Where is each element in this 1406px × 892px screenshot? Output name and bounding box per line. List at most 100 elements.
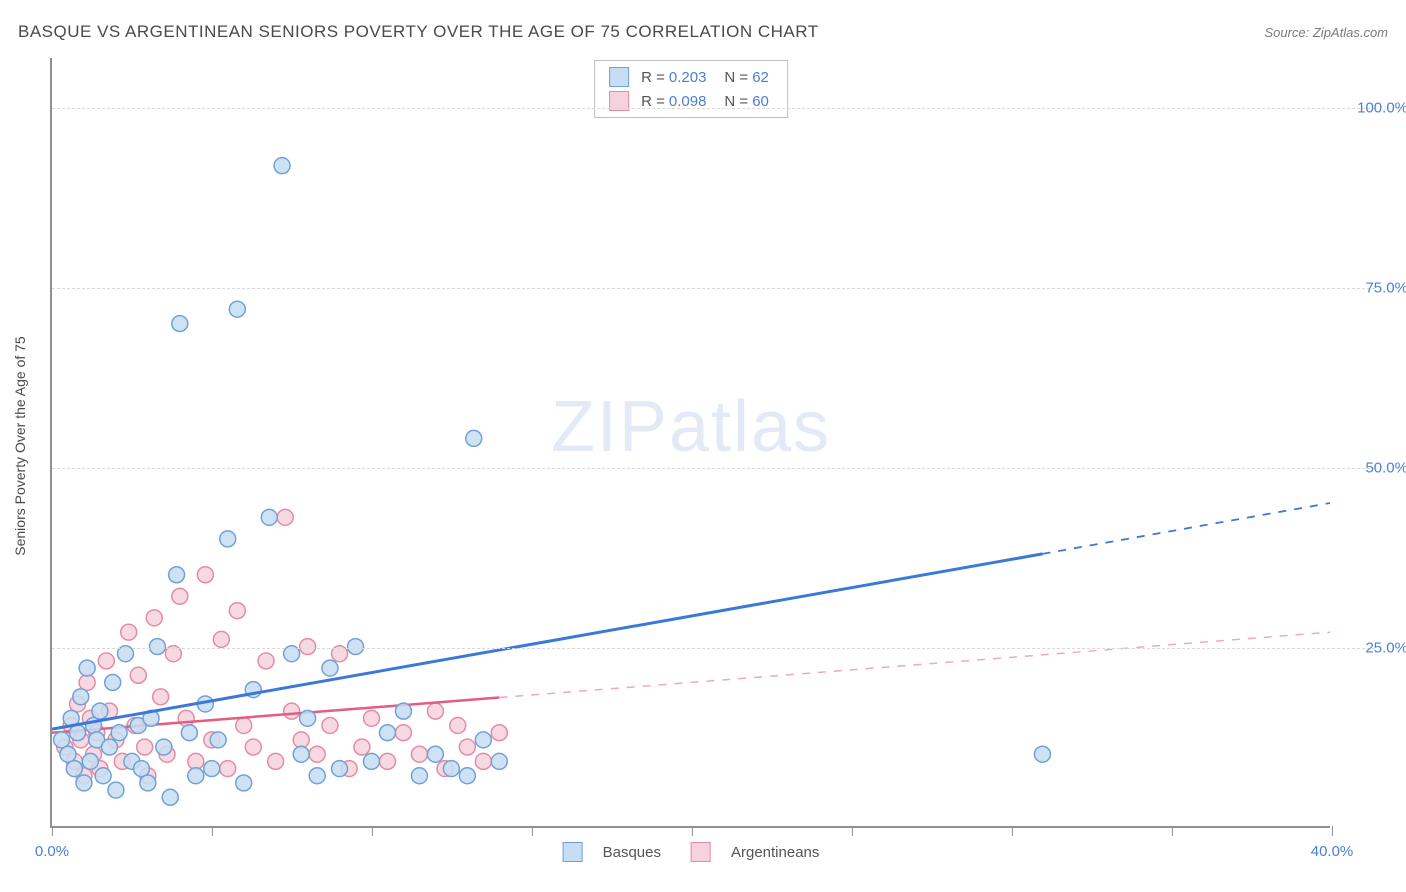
- argentineans-point: [153, 689, 169, 705]
- gridline: [52, 288, 1375, 289]
- argentineans-point: [121, 624, 137, 640]
- basques-point: [364, 753, 380, 769]
- r-value-argentineans: 0.098: [669, 93, 707, 110]
- chart-header: BASQUE VS ARGENTINEAN SENIORS POVERTY OV…: [18, 22, 1388, 42]
- basques-point: [427, 746, 443, 762]
- basques-point: [236, 775, 252, 791]
- x-tick-label: 0.0%: [35, 843, 69, 860]
- legend-item-argentineans: Argentineans: [691, 842, 819, 862]
- basques-point: [92, 703, 108, 719]
- basques-point: [293, 746, 309, 762]
- argentineans-point: [475, 753, 491, 769]
- y-tick-label: 100.0%: [1357, 100, 1406, 117]
- argentineans-point: [197, 567, 213, 583]
- gridline: [52, 468, 1375, 469]
- argentineans-point: [395, 725, 411, 741]
- argentineans-point: [309, 746, 325, 762]
- x-tick: [1012, 826, 1013, 836]
- argentineans-point: [293, 732, 309, 748]
- x-tick: [52, 826, 53, 836]
- argentineans-point: [354, 739, 370, 755]
- basques-point: [204, 761, 220, 777]
- basques-point: [105, 674, 121, 690]
- argentineans-point: [229, 603, 245, 619]
- argentineans-point: [258, 653, 274, 669]
- swatch-basques: [563, 842, 583, 862]
- argentineans-point: [459, 739, 475, 755]
- basques-point: [395, 703, 411, 719]
- argentineans-point: [364, 710, 380, 726]
- argentineans-point: [130, 667, 146, 683]
- basques-point: [149, 639, 165, 655]
- n-label: N =: [724, 93, 748, 110]
- basques-point: [348, 639, 364, 655]
- basques-point: [300, 710, 316, 726]
- basques-point: [491, 753, 507, 769]
- legend-label-basques: Basques: [603, 844, 661, 861]
- legend-label-argentineans: Argentineans: [731, 844, 819, 861]
- argentineans-point: [284, 703, 300, 719]
- basques-point: [322, 660, 338, 676]
- x-tick: [372, 826, 373, 836]
- argentineans-trendline-extrapolated: [499, 632, 1330, 697]
- y-tick-label: 75.0%: [1365, 280, 1406, 297]
- argentineans-point: [491, 725, 507, 741]
- x-tick: [1332, 826, 1333, 836]
- swatch-argentineans: [691, 842, 711, 862]
- argentineans-point: [220, 761, 236, 777]
- basques-point: [79, 660, 95, 676]
- basques-point: [133, 761, 149, 777]
- argentineans-point: [300, 639, 316, 655]
- x-tick: [212, 826, 213, 836]
- x-tick: [1172, 826, 1173, 836]
- argentineans-point: [137, 739, 153, 755]
- argentineans-point: [172, 588, 188, 604]
- basques-point: [411, 768, 427, 784]
- y-axis-label: Seniors Poverty Over the Age of 75: [12, 336, 28, 555]
- legend-item-basques: Basques: [563, 842, 661, 862]
- chart-title: BASQUE VS ARGENTINEAN SENIORS POVERTY OV…: [18, 22, 819, 42]
- basques-point: [82, 753, 98, 769]
- argentineans-point: [427, 703, 443, 719]
- basques-point: [102, 739, 118, 755]
- basques-point: [309, 768, 325, 784]
- basques-point: [108, 782, 124, 798]
- argentineans-point: [411, 746, 427, 762]
- argentineans-point: [98, 653, 114, 669]
- n-label: N =: [724, 69, 748, 86]
- basques-point: [466, 430, 482, 446]
- argentineans-point: [379, 753, 395, 769]
- argentineans-point: [146, 610, 162, 626]
- x-tick-label: 40.0%: [1311, 843, 1354, 860]
- legend-row-basques: R = 0.203 N = 62: [609, 67, 773, 87]
- basques-point: [210, 732, 226, 748]
- argentineans-point: [178, 710, 194, 726]
- gridline: [52, 648, 1375, 649]
- legend-series: Basques Argentineans: [563, 842, 820, 862]
- argentineans-point: [245, 739, 261, 755]
- r-label: R =: [641, 93, 665, 110]
- y-tick-label: 50.0%: [1365, 460, 1406, 477]
- argentineans-point: [213, 631, 229, 647]
- argentineans-point: [450, 718, 466, 734]
- argentineans-point: [236, 718, 252, 734]
- basques-point: [60, 746, 76, 762]
- swatch-basques: [609, 67, 629, 87]
- basques-point: [76, 775, 92, 791]
- basques-point: [188, 768, 204, 784]
- basques-point: [111, 725, 127, 741]
- x-tick: [852, 826, 853, 836]
- basques-point: [220, 531, 236, 547]
- basques-point: [54, 732, 70, 748]
- basques-point: [274, 158, 290, 174]
- r-value-basques: 0.203: [669, 69, 707, 86]
- basques-trendline-extrapolated: [1042, 503, 1330, 554]
- basques-point: [140, 775, 156, 791]
- argentineans-point: [277, 509, 293, 525]
- basques-point: [443, 761, 459, 777]
- y-tick-label: 25.0%: [1365, 640, 1406, 657]
- argentineans-point: [188, 753, 204, 769]
- basques-point: [66, 761, 82, 777]
- basques-point: [73, 689, 89, 705]
- basques-point: [332, 761, 348, 777]
